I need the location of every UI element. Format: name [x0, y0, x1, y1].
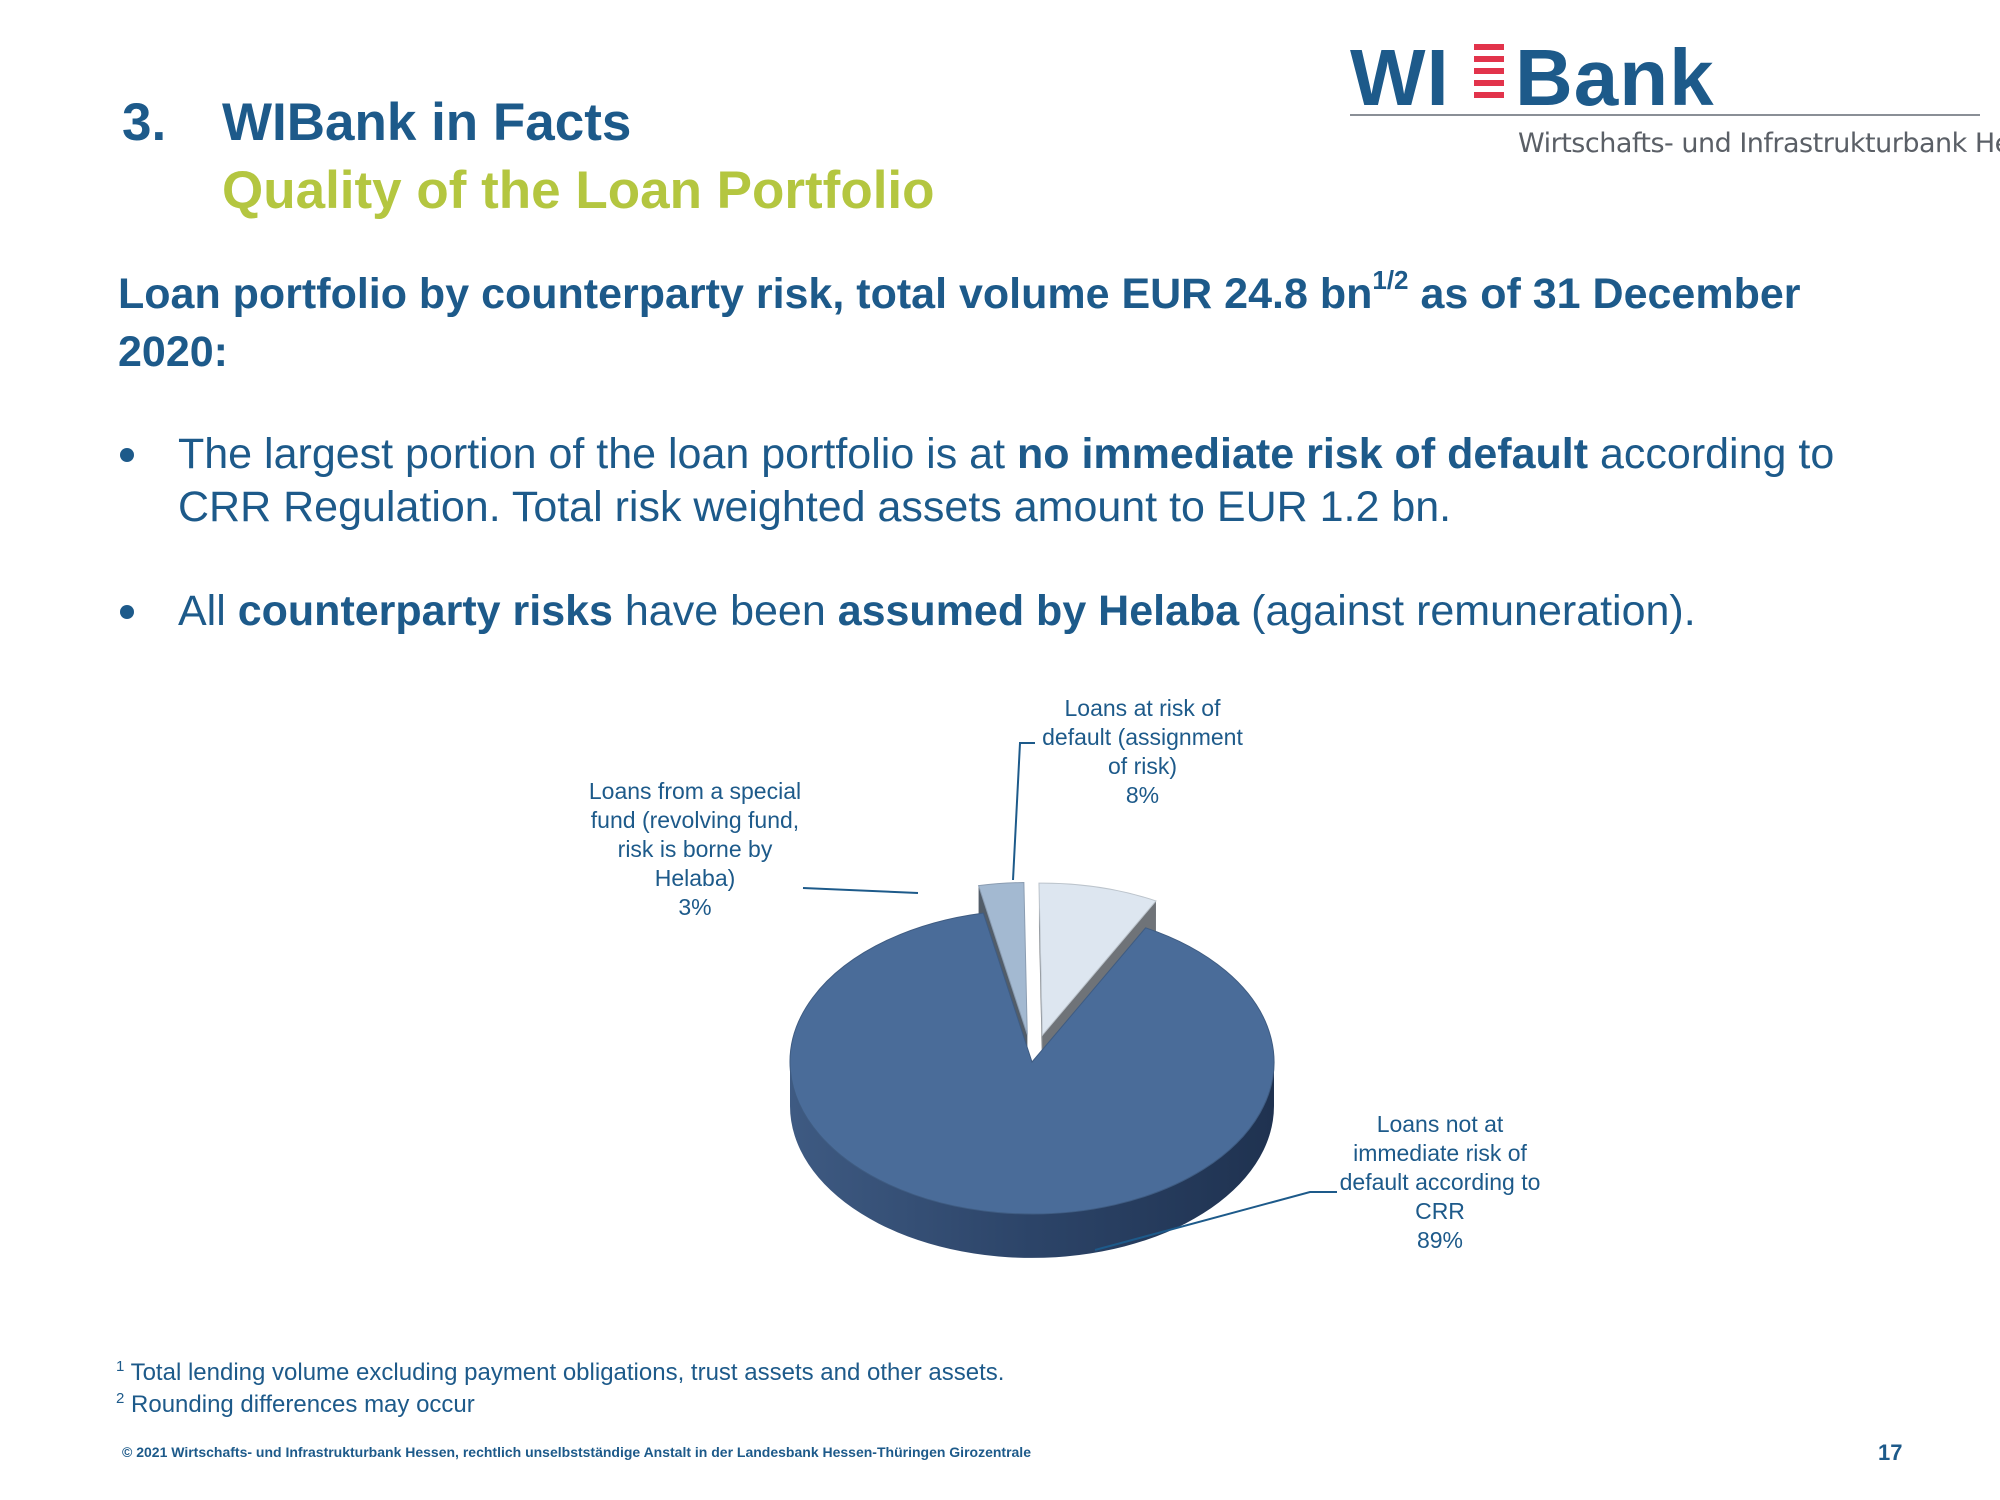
pie-leader-line [1012, 742, 1035, 881]
pie-label-line: Helaba) [654, 865, 736, 891]
pie-slice-side [790, 1062, 1274, 1258]
logo-tagline: Wirtschafts- und Infrastrukturbank Hesse… [1518, 128, 2000, 159]
footnote-mark: 1 [116, 1358, 125, 1375]
bullet-text-bold: no immediate risk of default [1016, 430, 1589, 478]
pie-slice [1038, 882, 1157, 1037]
pie-label-line: Loans at risk of [1064, 695, 1221, 721]
section-number: 3. [122, 93, 167, 152]
bullet-text-bold: counterparty risks [237, 587, 613, 635]
footnote-mark: 2 [116, 1390, 125, 1407]
pie-label-line: Loans from a special [588, 778, 802, 804]
pie-slices [789, 882, 1275, 1258]
pie-label-special-fund: Loans from a special fund (revolving fun… [560, 777, 830, 922]
bullet-text-pre: All [178, 587, 238, 635]
pie-label-at-risk: Loans at risk of default (assignment of … [1020, 694, 1265, 810]
pie-label-line: default according to [1339, 1169, 1541, 1195]
pie-value-label: 89% [1416, 1227, 1464, 1253]
pie-leader-lines [802, 742, 1337, 1251]
wibank-logo: WI Bank Wirtschafts- und Infrastrukturba… [1350, 33, 2000, 159]
pie-label-line: of risk) [1108, 753, 1177, 779]
pie-leader-line [802, 887, 919, 894]
heading-text-after: as of 31 December 2020: [118, 270, 1801, 376]
pie-label-line: default (assignment [1042, 724, 1243, 750]
pie-slice [977, 882, 1028, 1035]
bullet-text: All counterparty risks have been assumed… [178, 585, 1898, 638]
heading-text-before: Loan portfolio by counterparty risk, tot… [118, 270, 1373, 318]
pie-label-line: Loans not at [1376, 1111, 1504, 1137]
pie-label-line: risk is borne by [617, 836, 773, 862]
bullet-dot-icon [120, 448, 134, 462]
heading-superscript: 1/2 [1372, 264, 1409, 295]
logo-word-right: Bank [1515, 33, 1715, 122]
pie-slice [789, 912, 1275, 1215]
pie-label-line: fund (revolving fund, [590, 807, 800, 833]
footnote: 1 Total lending volume excluding payment… [116, 1358, 1004, 1387]
bullet-dot-icon [120, 605, 134, 619]
slide-heading: Loan portfolio by counterparty risk, tot… [118, 265, 1918, 381]
page-title: WIBank in Facts [222, 93, 632, 152]
bullet-text: The largest portion of the loan portfoli… [178, 428, 1898, 534]
pie-label-not-at-risk: Loans not at immediate risk of default a… [1310, 1110, 1570, 1255]
logo-divider [1350, 114, 1980, 116]
pie-value-label: 3% [678, 894, 712, 920]
pie-label-line: CRR [1415, 1198, 1465, 1224]
page-subtitle: Quality of the Loan Portfolio [222, 161, 935, 220]
copyright-notice: © 2021 Wirtschafts- und Infrastrukturban… [122, 1444, 1031, 1460]
bullet-text-mid: have been [612, 587, 838, 635]
pie-leader-line [1094, 1191, 1337, 1251]
footnote-text: Total lending volume excluding payment o… [124, 1359, 1005, 1386]
bullet-text-bold: assumed by Helaba [837, 587, 1240, 635]
bullet-text-post: (against remuneration). [1239, 587, 1696, 635]
logo-stripes-icon [1474, 44, 1504, 98]
bullet-text-pre: The largest portion of the loan portfoli… [178, 430, 1017, 478]
pie-value-label: 8% [1125, 782, 1160, 808]
logo-word-left: WI [1350, 33, 1450, 122]
bullet-text-post: according to CRR Regulation. Total risk … [178, 430, 1835, 531]
pie-label-line: immediate risk of [1353, 1140, 1527, 1166]
footnote-text: Rounding differences may occur [124, 1391, 475, 1418]
page-number: 17 [1878, 1440, 1903, 1465]
footnote: 2 Rounding differences may occur [116, 1390, 475, 1419]
